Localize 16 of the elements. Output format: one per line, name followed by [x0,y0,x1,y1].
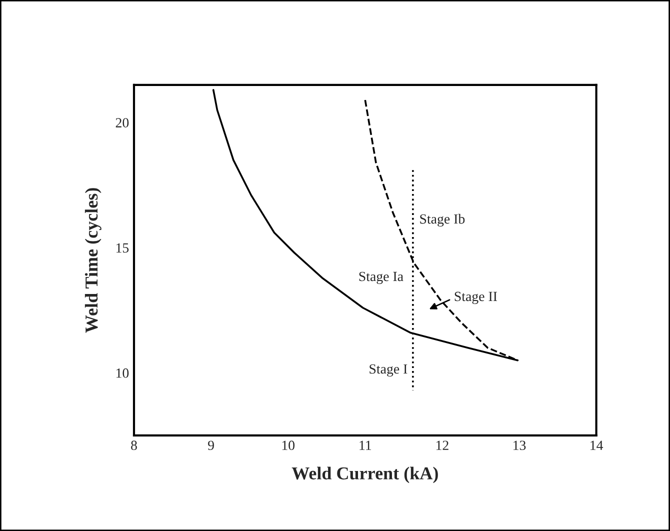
annotation: Stage Ib [420,214,465,227]
y-tick-label: 10 [116,368,129,378]
x-tick-label: 14 [590,440,604,450]
y-axis-title: Weld Time (cycles) [84,188,102,333]
y-tick-label: 15 [116,243,129,253]
x-tick-label: 13 [514,440,526,450]
x-tick-label: 9 [208,440,214,450]
x-tick-label: 10 [282,440,295,450]
annotation: Stage Ia [359,272,404,284]
annotation: Stage I [370,364,408,377]
y-tick-label: 20 [116,118,129,128]
x-tick-label: 12 [436,440,448,450]
x-tick-label: 11 [360,440,371,450]
x-tick-label: 8 [131,440,137,450]
x-axis-title: Weld Current (kA) [292,466,438,484]
annotation: Stage II [454,292,497,304]
